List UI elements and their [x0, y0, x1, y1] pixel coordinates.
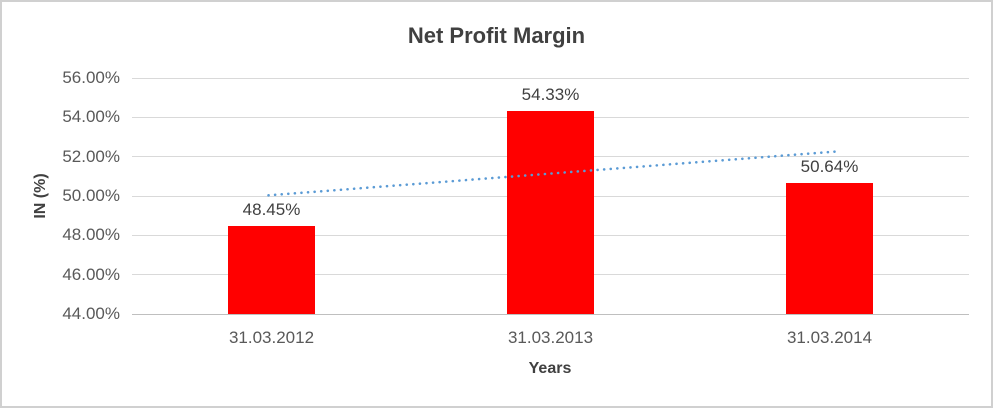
x-tick-label: 31.03.2014 — [786, 328, 873, 347]
bar-31.03.2013[interactable] — [507, 110, 594, 314]
x-axis-line — [132, 313, 969, 315]
data-label: 50.64% — [800, 157, 859, 177]
data-label: 48.45% — [242, 200, 301, 220]
bar-31.03.2014[interactable] — [786, 183, 873, 314]
x-tick-label: 31.03.2012 — [228, 328, 315, 347]
data-label: 54.33% — [521, 84, 580, 104]
x-axis-title: Years — [528, 360, 572, 377]
chart-title: Net Profit Margin — [407, 23, 586, 48]
bar-31.03.2012[interactable] — [228, 226, 315, 314]
y-tick-label: 52.00% — [62, 146, 120, 166]
y-tick-label: 46.00% — [62, 264, 120, 284]
gridline — [132, 77, 969, 79]
y-tick-label: 56.00% — [62, 68, 120, 87]
y-tick-label: 54.00% — [62, 107, 120, 127]
y-tick-label: 48.00% — [62, 225, 120, 245]
x-tick-label: 31.03.2013 — [507, 328, 594, 347]
y-tick-label: 44.00% — [62, 304, 120, 323]
y-tick-label: 50.00% — [62, 186, 120, 205]
